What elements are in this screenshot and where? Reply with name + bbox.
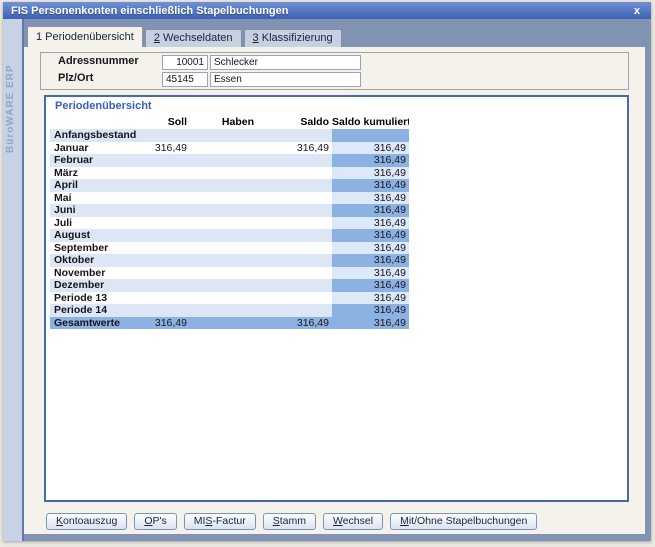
table-row[interactable]: August 316,49 [50,229,409,242]
table-row[interactable]: November 316,49 [50,266,409,279]
col-header-soll: Soll [167,116,187,128]
ort-input[interactable] [210,72,361,87]
tab-klassifizierung[interactable]: 3 Klassifizierung [243,29,342,47]
brand-label: BüroWARE ERP [5,64,16,153]
titlebar: FIS Personenkonten einschließlich Stapel… [3,2,651,19]
tab-label: 1 Periodenübersicht [36,31,134,43]
plz-ort-row: Plz/Ort [41,72,628,87]
mit-ohne-stapelbuchungen-button[interactable]: Mit/Ohne Stapelbuchungen [390,513,538,530]
mis-factur-button[interactable]: MIS-Factur [183,513,256,530]
table-row[interactable]: Juni 316,49 [50,204,409,217]
section-title: Periodenübersicht [55,100,152,112]
tab-periodenuebersicht[interactable]: 1 Periodenübersicht [27,26,143,47]
window-title: FIS Personenkonten einschließlich Stapel… [11,4,289,17]
table-row[interactable]: Periode 14 316,49 [50,304,409,317]
address-groupbox: Adressnummer Plz/Ort [40,52,629,90]
adressnummer-label: Adressnummer [58,55,139,67]
period-table: Soll Haben Saldo Saldo kumuliert Anfangs… [50,115,409,329]
wechsel-button[interactable]: Wechsel [322,513,384,530]
table-row[interactable]: Periode 13 316,49 [50,291,409,304]
col-header-haben: Haben [221,116,254,128]
app-window: FIS Personenkonten einschließlich Stapel… [3,2,651,541]
kontoauszug-button[interactable]: Kontoauszug [46,513,128,530]
table-row[interactable]: Januar 316,49 316,49 316,49 [50,141,409,154]
tab-label: Wechseldaten [159,32,233,44]
table-row[interactable]: Dezember 316,49 [50,279,409,292]
table-row[interactable]: September 316,49 [50,241,409,254]
adressname-input[interactable] [210,55,361,70]
tab-label: Klassifizierung [258,32,333,44]
stamm-button[interactable]: Stamm [262,513,316,530]
window-body: BüroWARE ERP 1 Periodenübersicht 2 Wechs… [3,19,651,541]
button-bar: Kontoauszug OP's MIS-Factur Stamm Wechse… [46,513,538,530]
address-row: Adressnummer [41,55,628,70]
col-header-saldo-kumuliert: Saldo kumuliert [332,116,409,128]
tab-bar: 1 Periodenübersicht 2 Wechseldaten 3 Kla… [27,26,344,47]
brand-sidebar: BüroWARE ERP [3,19,24,541]
table-row[interactable]: Juli 316,49 [50,216,409,229]
col-header-saldo: Saldo [300,116,329,128]
close-icon[interactable]: x [633,4,640,17]
adressnummer-input[interactable] [162,55,208,70]
table-row[interactable]: Februar 316,49 [50,154,409,167]
table-header-row: Soll Haben Saldo Saldo kumuliert [50,115,409,129]
table-row[interactable]: April 316,49 [50,179,409,192]
tab-wechseldaten[interactable]: 2 Wechseldaten [144,29,242,47]
table-row-totals[interactable]: Gesamtwerte 316,49 316,49 316,49 [50,316,409,329]
plz-input[interactable] [162,72,208,87]
ops-button[interactable]: OP's [134,513,177,530]
table-row[interactable]: Mai 316,49 [50,191,409,204]
content-panel: Adressnummer Plz/Ort Periodenübersicht S… [24,47,645,534]
table-row[interactable]: Anfangsbestand [50,129,409,142]
table-row[interactable]: März 316,49 [50,166,409,179]
period-table-container: Periodenübersicht Soll Haben Saldo Saldo… [44,95,629,502]
table-row[interactable]: Oktober 316,49 [50,254,409,267]
plz-ort-label: Plz/Ort [58,72,94,84]
